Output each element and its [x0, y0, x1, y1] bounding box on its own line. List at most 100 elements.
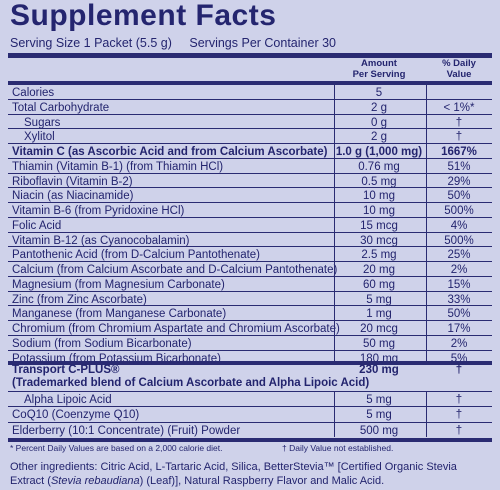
servings-per-container: Servings Per Container 30 — [189, 36, 336, 50]
daily-value: 15% — [447, 278, 471, 291]
amount-per-serving: 1 mg — [366, 308, 392, 321]
nutrient-name: Pantothenic Acid (from D-Calcium Pantoth… — [12, 249, 261, 262]
nutrient-name: Xylitol — [24, 131, 55, 144]
table-row: Manganese (from Manganese Carbonate) 1 mg… — [8, 305, 492, 320]
other-ingredients: Other ingredients: Citric Acid, L-Tartar… — [10, 460, 492, 488]
nutrient-name: Folic Acid — [12, 219, 62, 232]
table-row: Folic Acid 15 mcg 4% — [8, 216, 492, 232]
table-row: Pantothenic Acid (from D-Calcium Pantoth… — [8, 246, 492, 261]
amount-per-serving: 500 mg — [359, 424, 399, 437]
nutrient-name: Thiamin (Vitamin B-1) (from Thiamin HCl) — [12, 160, 224, 173]
amount-per-serving: 1.0 g (1,000 mg) — [335, 146, 423, 158]
nutrient-name: Elderberry (10:1 Concentrate) (Fruit) Po… — [12, 424, 241, 437]
bottom-rule — [8, 438, 492, 442]
footnote-dagger: † Daily Value not established. — [282, 443, 394, 453]
table-row: Magnesium (from Magnesium Carbonate) 60 m… — [8, 275, 492, 291]
daily-value: † — [455, 424, 463, 437]
nutrient-name: Total Carbohydrate — [12, 101, 110, 114]
daily-value: 500% — [444, 234, 474, 247]
nutrient-table: Calories 5 Total Carbohydrate 2 g < 1%* Sugar… — [8, 84, 492, 365]
amount-per-serving: 50 mg — [363, 337, 395, 350]
transport-name: Transport C-PLUS® (Trademarked blend of … — [12, 364, 369, 390]
table-row: Xylitol 2 g † — [8, 128, 492, 143]
serving-size: Serving Size 1 Packet (5.5 g) — [10, 36, 172, 50]
table-row: Sodium (from Sodium Bicarbonate) 50 mg 2% — [8, 334, 492, 350]
amount-per-serving: 10 mg — [363, 205, 395, 217]
amount-per-serving: 15 mcg — [360, 219, 398, 232]
transport-dv: † — [455, 364, 463, 376]
nutrient-name: CoQ10 (Coenzyme Q10) — [12, 409, 140, 422]
other-ingredients-text-end: ) (Leaf)], Natural Raspberry Flavor and … — [139, 475, 385, 487]
column-divider — [426, 84, 427, 365]
dv-header-line1: % Daily — [442, 58, 476, 69]
amount-per-serving: 5 mg — [366, 394, 392, 406]
daily-value: 51% — [447, 160, 471, 173]
dv-header-line2: Value — [446, 69, 472, 80]
table-row: Elderberry (10:1 Concentrate) (Fruit) Po… — [8, 421, 492, 437]
table-row: Calories 5 — [8, 84, 492, 99]
table-row: Riboflavin (Vitamin B-2) 0.5 mg 29% — [8, 172, 492, 188]
daily-value: 1667% — [441, 146, 477, 158]
nutrient-name: Sodium (from Sodium Bicarbonate) — [12, 337, 192, 350]
header-rule — [8, 81, 492, 84]
column-divider — [426, 391, 427, 437]
amount-header: Amount Per Serving — [334, 58, 424, 80]
daily-value: 25% — [447, 249, 471, 262]
table-row: CoQ10 (Coenzyme Q10) 5 mg † — [8, 406, 492, 421]
nutrient-name: Alpha Lipoic Acid — [24, 394, 112, 406]
daily-value: 50% — [447, 190, 471, 203]
amount-header-line2: Per Serving — [352, 69, 406, 80]
transport-name-line1: Transport C-PLUS® — [12, 364, 120, 376]
nutrient-name: Riboflavin (Vitamin B-2) — [12, 175, 133, 188]
other-ingredients-italic: Stevia rebaudiana — [50, 475, 140, 487]
nutrient-name: Calories — [12, 87, 55, 99]
daily-value: † — [455, 394, 463, 406]
daily-value: 17% — [447, 323, 471, 335]
nutrient-name: Vitamin B-12 (as Cyanocobalamin) — [12, 234, 190, 247]
nutrient-name: Magnesium (from Magnesium Carbonate) — [12, 278, 225, 291]
daily-value: 50% — [447, 308, 471, 321]
daily-value: 2% — [450, 337, 468, 350]
nutrient-name: Sugars — [24, 116, 61, 129]
amount-per-serving: 10 mg — [363, 190, 395, 203]
transport-blend-row: Transport C-PLUS® (Trademarked blend of … — [8, 362, 492, 392]
amount-per-serving: 60 mg — [363, 278, 395, 291]
nutrient-name: Calcium (from Calcium Ascorbate and D-Ca… — [12, 264, 338, 276]
daily-value: † — [455, 131, 463, 144]
blend-table: Alpha Lipoic Acid 5 mg † CoQ10 (Coenzyme Q1… — [8, 391, 492, 437]
table-row: Zinc (from Zinc Ascorbate) 5 mg 33% — [8, 290, 492, 306]
amount-per-serving: 5 mg — [366, 409, 392, 422]
table-row: Calcium (from Calcium Ascorbate and D-Ca… — [8, 261, 492, 276]
nutrient-name: Vitamin B-6 (from Pyridoxine HCl) — [12, 205, 185, 217]
table-row: Niacin (as Niacinamide) 10 mg 50% — [8, 187, 492, 202]
amount-per-serving: 0 g — [371, 116, 387, 129]
table-row: Vitamin B-6 (from Pyridoxine HCl) 10 mg 50… — [8, 202, 492, 217]
daily-value: 2% — [450, 264, 468, 276]
amount-per-serving: 30 mcg — [360, 234, 398, 247]
footnote-daily-values: * Percent Daily Values are based on a 2,… — [10, 443, 223, 453]
nutrient-name: Vitamin C (as Ascorbic Acid and from Cal… — [12, 146, 328, 158]
amount-per-serving: 0.5 mg — [361, 175, 397, 188]
amount-per-serving: 2 g — [371, 101, 387, 114]
top-rule — [8, 53, 492, 58]
daily-value: 500% — [444, 205, 474, 217]
table-row: Total Carbohydrate 2 g < 1%* — [8, 98, 492, 114]
daily-value: † — [455, 116, 463, 129]
daily-value: < 1%* — [443, 101, 475, 114]
table-row: Sugars 0 g † — [8, 113, 492, 129]
table-row: Alpha Lipoic Acid 5 mg † — [8, 391, 492, 406]
daily-value: † — [455, 409, 463, 422]
table-row: Thiamin (Vitamin B-1) (from Thiamin HCl)… — [8, 157, 492, 173]
amount-per-serving: 20 mcg — [360, 323, 398, 335]
amount-per-serving: 2 g — [371, 131, 387, 144]
nutrient-name: Manganese (from Manganese Carbonate) — [12, 308, 227, 321]
amount-per-serving: 5 mg — [366, 293, 392, 306]
table-row: Vitamin B-12 (as Cyanocobalamin) 30 mcg 50… — [8, 231, 492, 247]
column-divider — [334, 84, 335, 365]
nutrient-name: Zinc (from Zinc Ascorbate) — [12, 293, 147, 306]
amount-per-serving: 5 — [375, 87, 383, 99]
nutrient-name: Niacin (as Niacinamide) — [12, 190, 134, 203]
amount-per-serving: 2.5 mg — [361, 249, 397, 262]
daily-value: 29% — [447, 175, 471, 188]
